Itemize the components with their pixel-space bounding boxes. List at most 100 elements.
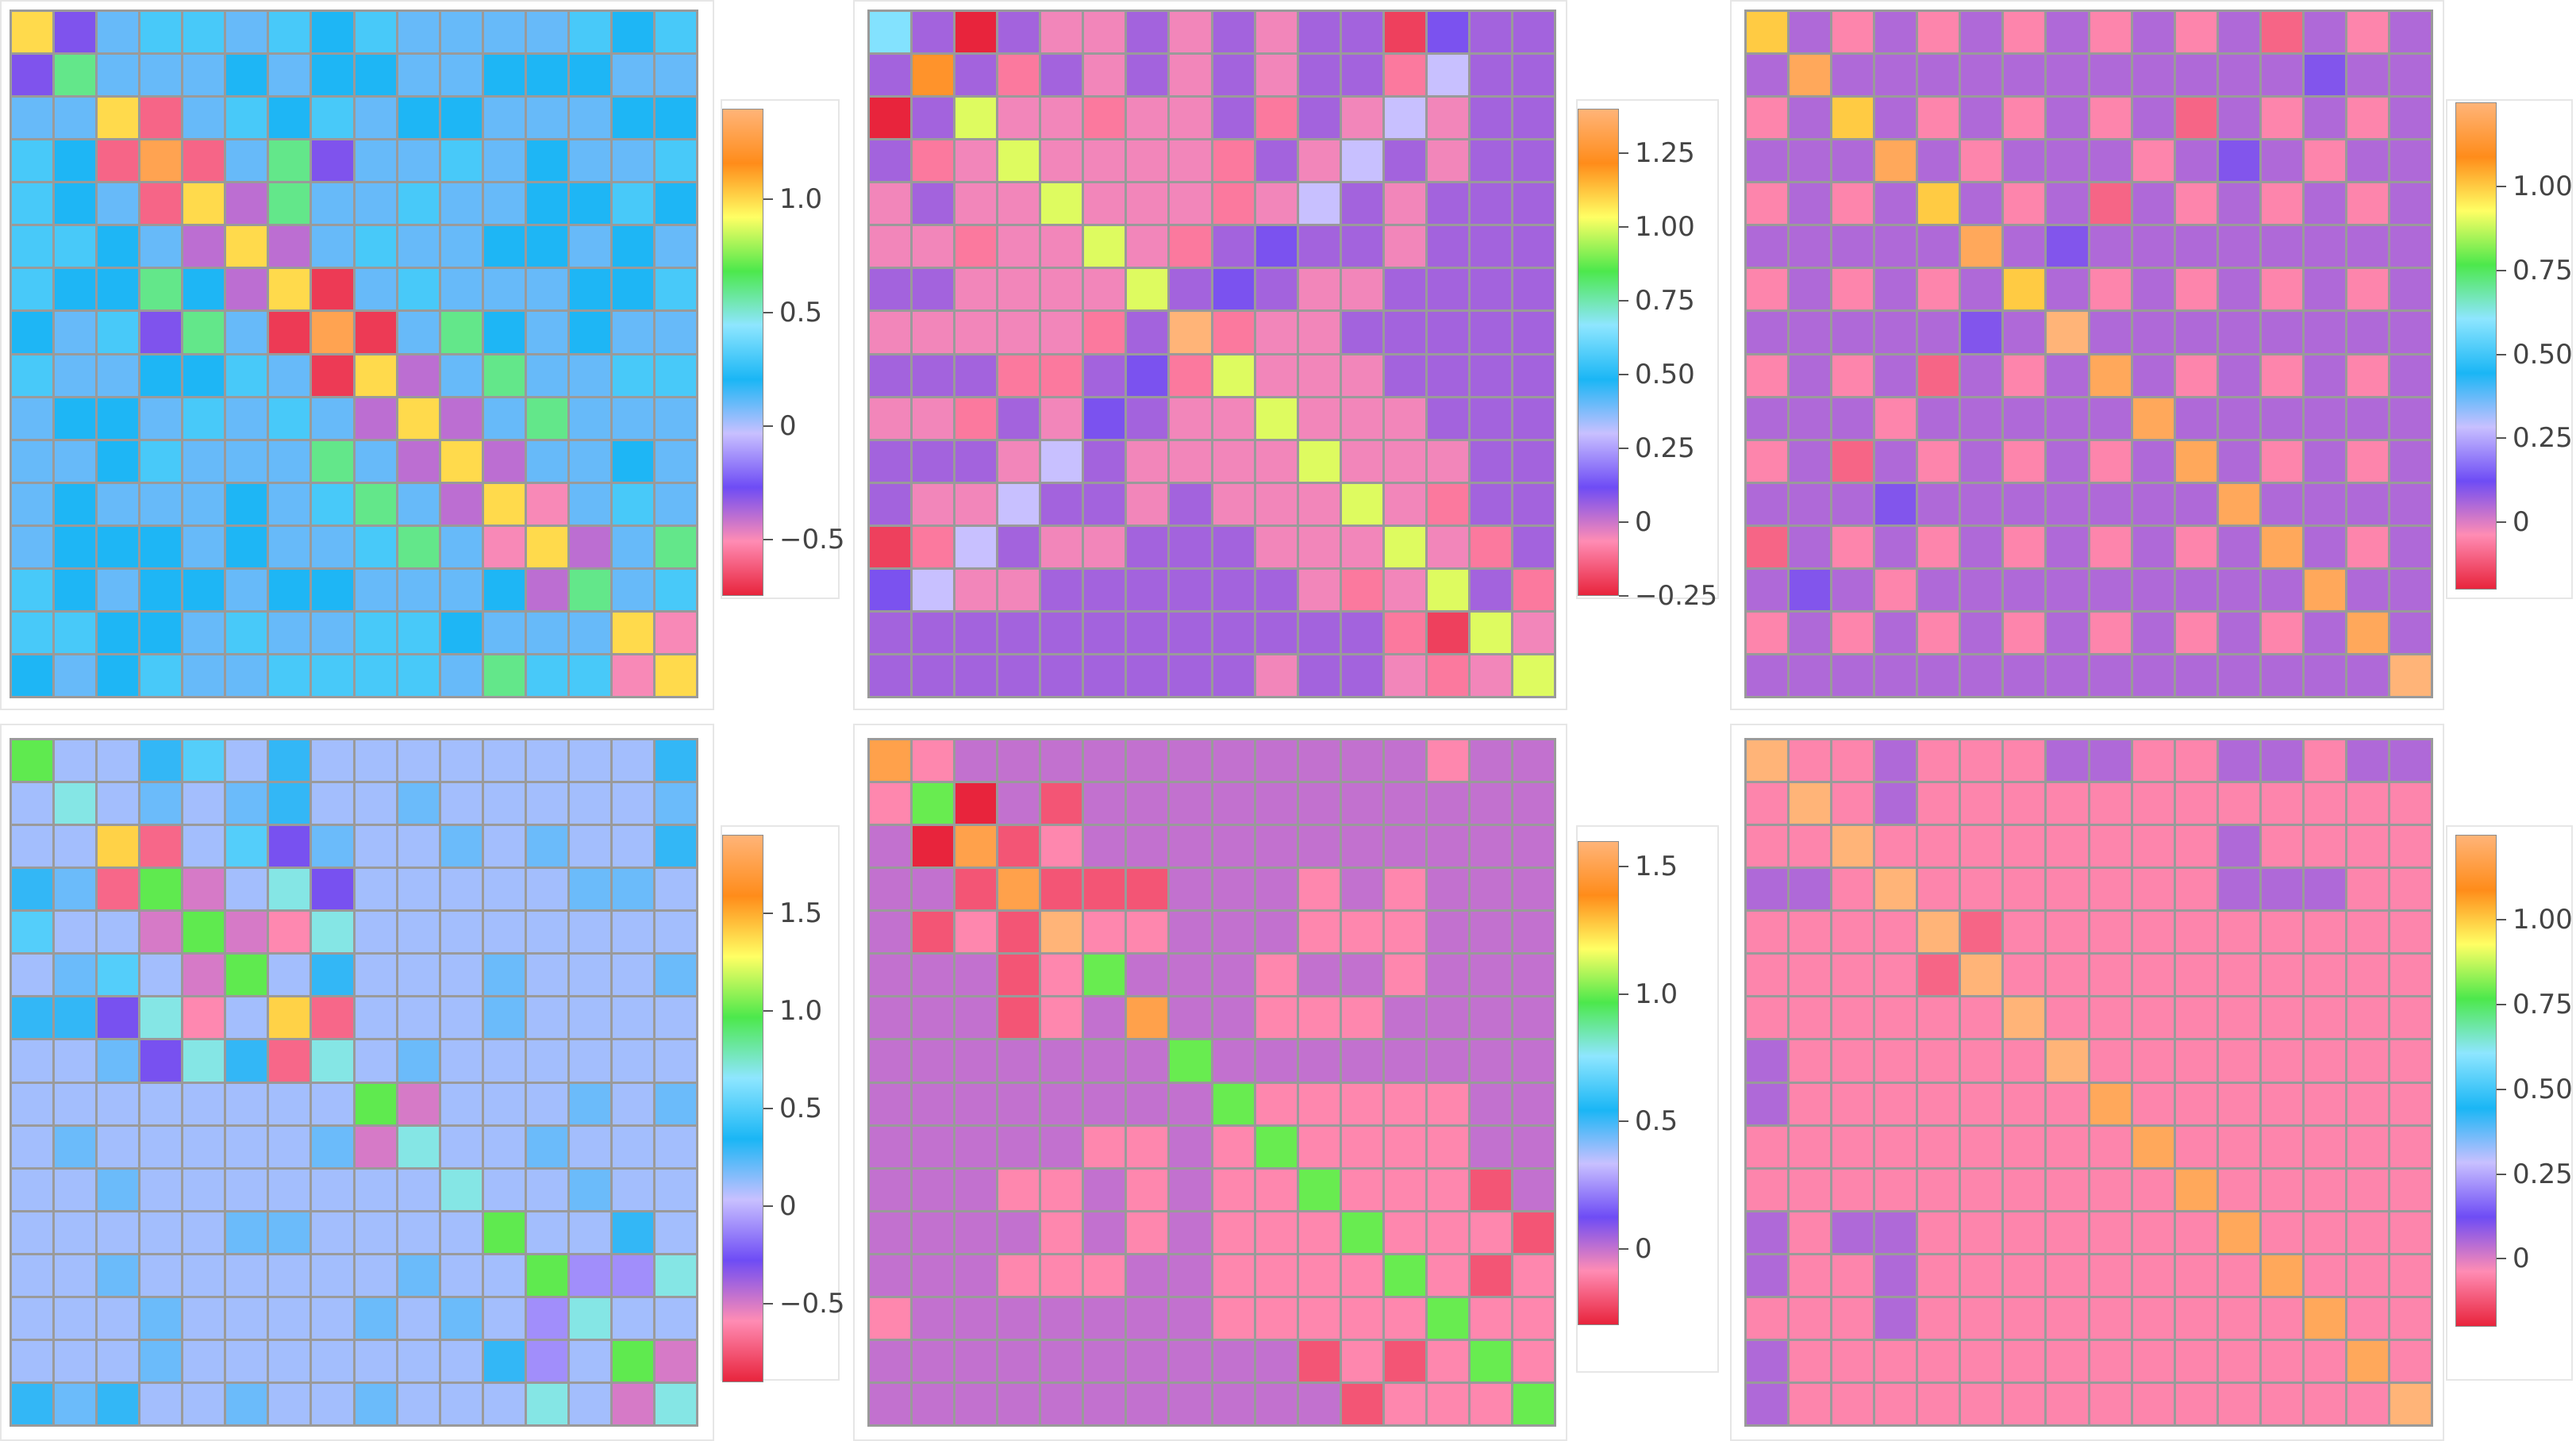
heatmap-cell xyxy=(269,1340,310,1381)
heatmap-cell xyxy=(870,1169,911,1210)
heatmap-cell xyxy=(2175,869,2217,910)
heatmap-cell xyxy=(1341,569,1382,610)
heatmap-cell xyxy=(355,1083,396,1124)
heatmap-cell xyxy=(955,226,997,267)
heatmap-cell xyxy=(1875,440,1917,482)
heatmap-cell xyxy=(2004,140,2045,182)
heatmap-cell xyxy=(140,612,182,653)
heatmap-cell xyxy=(998,955,1040,996)
heatmap-cell xyxy=(612,312,653,353)
heatmap-cell xyxy=(2047,1340,2088,1381)
heatmap-cell xyxy=(140,1383,182,1424)
heatmap-cell xyxy=(913,483,954,525)
heatmap-cell xyxy=(1213,1383,1254,1424)
heatmap-cell xyxy=(913,1255,954,1296)
heatmap-cell xyxy=(2090,1297,2131,1339)
heatmap-cell xyxy=(1170,12,1211,53)
heatmap-cell xyxy=(312,869,353,910)
heatmap-cell xyxy=(440,98,482,139)
heatmap-cell xyxy=(1427,1383,1468,1424)
heatmap-cell xyxy=(1961,1383,2002,1424)
heatmap-cell xyxy=(2175,1340,2217,1381)
heatmap-cell xyxy=(398,569,439,610)
heatmap-cell xyxy=(2261,1083,2302,1124)
heatmap-cell xyxy=(1427,12,1468,53)
heatmap-cell xyxy=(1170,355,1211,396)
heatmap-cell xyxy=(1790,1126,1831,1167)
heatmap-cell xyxy=(1747,1040,1788,1082)
heatmap-cell xyxy=(2390,226,2431,267)
colorbar-tick-label: 0.25 xyxy=(1635,432,1695,464)
colorbar-tick xyxy=(1619,521,1628,523)
heatmap-cell xyxy=(98,912,139,953)
heatmap-cell xyxy=(398,955,439,996)
heatmap-cell xyxy=(913,1383,954,1424)
heatmap-cell xyxy=(98,740,139,782)
heatmap-cell xyxy=(183,612,225,653)
heatmap-cell xyxy=(1747,1169,1788,1210)
heatmap-cell xyxy=(998,312,1040,353)
heatmap-cell xyxy=(2261,912,2302,953)
heatmap-cell xyxy=(183,226,225,267)
heatmap-cell xyxy=(355,1040,396,1082)
heatmap-cell xyxy=(2047,1040,2088,1082)
heatmap-cell xyxy=(2218,955,2259,996)
heatmap-cell xyxy=(569,655,610,696)
heatmap-cell xyxy=(55,612,96,653)
heatmap-cell xyxy=(55,312,96,353)
heatmap-cell xyxy=(183,312,225,353)
heatmap-cell xyxy=(2047,997,2088,1039)
heatmap-cell xyxy=(569,483,610,525)
heatmap-cell xyxy=(655,12,696,53)
heatmap-cell xyxy=(98,269,139,310)
heatmap-cell xyxy=(12,1340,53,1381)
heatmap-cell xyxy=(870,912,911,953)
heatmap-cell xyxy=(355,569,396,610)
heatmap-cell xyxy=(183,98,225,139)
heatmap-cell xyxy=(1384,1040,1425,1082)
heatmap-cell xyxy=(1384,1297,1425,1339)
heatmap-cell xyxy=(955,569,997,610)
heatmap-cell xyxy=(312,355,353,396)
heatmap-cell xyxy=(526,398,567,439)
heatmap-cell xyxy=(269,526,310,567)
heatmap-cell xyxy=(269,912,310,953)
heatmap-cell xyxy=(1384,740,1425,782)
heatmap-cell xyxy=(1384,269,1425,310)
heatmap-cell xyxy=(1747,269,1788,310)
heatmap-cell xyxy=(1127,355,1168,396)
heatmap-cell xyxy=(1170,1126,1211,1167)
heatmap-cell xyxy=(1255,997,1297,1039)
heatmap-cell xyxy=(440,526,482,567)
heatmap-cell xyxy=(1747,398,1788,439)
heatmap-cell xyxy=(1790,526,1831,567)
heatmap-cell xyxy=(98,12,139,53)
heatmap-cell xyxy=(1084,140,1125,182)
heatmap-cell xyxy=(1384,655,1425,696)
heatmap-cell xyxy=(312,997,353,1039)
heatmap-cell xyxy=(2304,226,2345,267)
heatmap-cell xyxy=(2090,869,2131,910)
heatmap-cell xyxy=(1084,869,1125,910)
heatmap-cell xyxy=(2347,912,2388,953)
heatmap-cell xyxy=(1384,355,1425,396)
heatmap-cell xyxy=(1427,140,1468,182)
heatmap-cell xyxy=(398,1255,439,1296)
heatmap-cell xyxy=(98,355,139,396)
heatmap-cell xyxy=(55,526,96,567)
heatmap-cell xyxy=(355,1212,396,1253)
heatmap-cell xyxy=(1470,1255,1511,1296)
heatmap-cell xyxy=(998,483,1040,525)
heatmap-cell xyxy=(226,440,267,482)
heatmap-cell xyxy=(2132,783,2174,824)
heatmap-cell xyxy=(998,1340,1040,1381)
heatmap-cell xyxy=(655,912,696,953)
heatmap-cell xyxy=(1513,526,1554,567)
heatmap-cell xyxy=(913,740,954,782)
heatmap-cell xyxy=(1832,526,1874,567)
heatmap-cell xyxy=(1470,226,1511,267)
heatmap-cell xyxy=(1832,1383,1874,1424)
heatmap-cell xyxy=(1918,312,1959,353)
heatmap-cell xyxy=(1084,997,1125,1039)
heatmap-cell xyxy=(1470,740,1511,782)
